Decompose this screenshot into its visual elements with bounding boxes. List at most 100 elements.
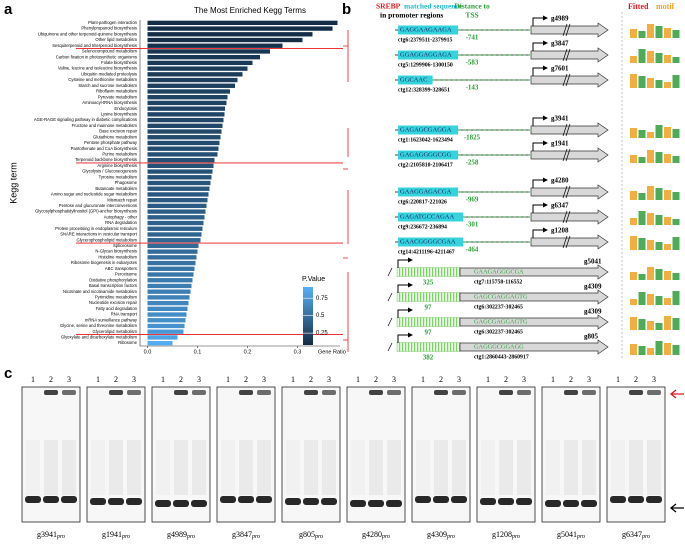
smear <box>611 440 625 495</box>
gene: g805 <box>299 530 315 539</box>
bar <box>147 300 189 306</box>
probe-band <box>321 498 337 505</box>
header: matched sequence <box>404 2 463 11</box>
gel-label: g5041pro <box>557 530 585 541</box>
motif-logo <box>638 346 646 355</box>
y-tick-label: Spliceosome <box>113 243 138 248</box>
subscript: pro <box>56 534 65 540</box>
gene: g3941 <box>551 115 569 123</box>
y-tick-label: ABC transporters <box>105 266 137 271</box>
bar <box>147 318 186 323</box>
gel-label: g4989pro <box>167 530 195 541</box>
motif-logo <box>647 51 654 63</box>
bar <box>147 72 243 77</box>
seq: GAGGGCGGAGG <box>474 343 524 350</box>
lane-number: 3 <box>457 375 461 384</box>
bar <box>147 55 260 60</box>
y-tick-label: Base excision repair <box>99 129 137 134</box>
bar <box>147 100 227 106</box>
motif-logo <box>655 125 663 138</box>
lane-number: 3 <box>522 375 526 384</box>
motif-logo <box>638 193 646 200</box>
bar <box>147 312 187 317</box>
probe-band <box>25 496 41 503</box>
gel-label: g4309pro <box>427 530 455 541</box>
tss-arrow <box>532 40 548 51</box>
bar <box>147 289 191 294</box>
y-tick-label: Nucleotide excision repair <box>89 300 138 305</box>
smear <box>582 440 596 495</box>
probe-band <box>61 496 77 503</box>
y-tick-label: Carbon fixation in photosynthetic organi… <box>56 54 137 59</box>
motif-logo <box>655 296 663 305</box>
seq-box <box>398 212 464 222</box>
break-mark <box>562 48 571 62</box>
y-tick-label: Cysteine and methionine metabolism <box>68 77 137 82</box>
y-tick-label: Histidine metabolism <box>98 254 137 259</box>
smear <box>546 440 560 495</box>
distance: -1825 <box>464 134 481 142</box>
motif-logo <box>664 244 671 250</box>
header: SREBP <box>376 2 401 11</box>
y-tick-label: Amino sugar and nucleotide sugar metabol… <box>51 192 138 197</box>
bar <box>147 323 185 329</box>
bracket <box>343 190 349 259</box>
seq-box <box>398 25 459 35</box>
smear <box>351 440 365 495</box>
y-tick-label: Endocytosis <box>114 106 137 111</box>
gene: g7601 <box>551 65 569 73</box>
y-tick-label: Other lipid metabolism <box>95 37 137 42</box>
subscript: pro <box>576 534 585 540</box>
bar <box>147 117 224 123</box>
bar <box>147 20 338 26</box>
smear <box>62 440 76 495</box>
shift-band <box>369 390 383 395</box>
seq: GAGCGAGGAGTG <box>474 293 528 300</box>
gene-arrow <box>530 209 609 225</box>
shift-band <box>452 390 466 395</box>
motif-logo <box>672 345 680 355</box>
lane-number: 3 <box>327 375 331 384</box>
y-tick-label: Terpenoid backbone biosynthesis <box>75 157 137 162</box>
smear <box>286 440 300 495</box>
probe-band <box>415 496 431 503</box>
motif-logo <box>664 217 671 225</box>
lane-number: 1 <box>31 375 35 384</box>
x-tick-label: 0.2 <box>244 349 252 355</box>
break-mark <box>562 23 571 37</box>
break-mark <box>387 317 393 327</box>
probe-band <box>126 498 142 505</box>
bar <box>147 180 211 186</box>
probe-band <box>350 500 366 507</box>
lane-number: 3 <box>132 375 136 384</box>
y-tick-label: Protein processing in endoplasmic reticu… <box>55 226 137 231</box>
lane-number: 3 <box>262 375 266 384</box>
smear <box>452 440 466 495</box>
seq: GAGAGCGAGGA <box>400 126 452 133</box>
probe-band <box>220 496 236 503</box>
bar <box>147 26 333 31</box>
smear <box>221 440 235 495</box>
motif-logo <box>630 56 637 63</box>
probe-band <box>516 498 532 505</box>
seq: GAGCGAGGAGTG <box>474 318 528 325</box>
motif-logo <box>647 186 654 200</box>
lane-number: 1 <box>96 375 100 384</box>
y-tick-label: Purine metabolism <box>102 152 137 157</box>
y-tick-label: Pentose and glucuronate interconversions <box>59 203 137 208</box>
seq: GGCAAC <box>400 76 427 83</box>
x-tick-label: 0.1 <box>194 349 202 355</box>
motif-logo <box>638 76 646 88</box>
bar <box>147 169 213 174</box>
seq-box <box>398 125 459 135</box>
lane-number: 1 <box>356 375 360 384</box>
lane-number: 2 <box>634 375 638 384</box>
y-tick-label: Nicotinate and nicotinamide metabolism <box>63 289 138 294</box>
probe-band <box>155 500 171 507</box>
seq: GAGAGGGGCGG <box>400 151 452 158</box>
shift-band <box>257 390 271 395</box>
gene: g4309 <box>427 530 447 539</box>
break-mark <box>562 185 571 199</box>
probe-band <box>43 496 59 503</box>
bar <box>147 152 218 157</box>
